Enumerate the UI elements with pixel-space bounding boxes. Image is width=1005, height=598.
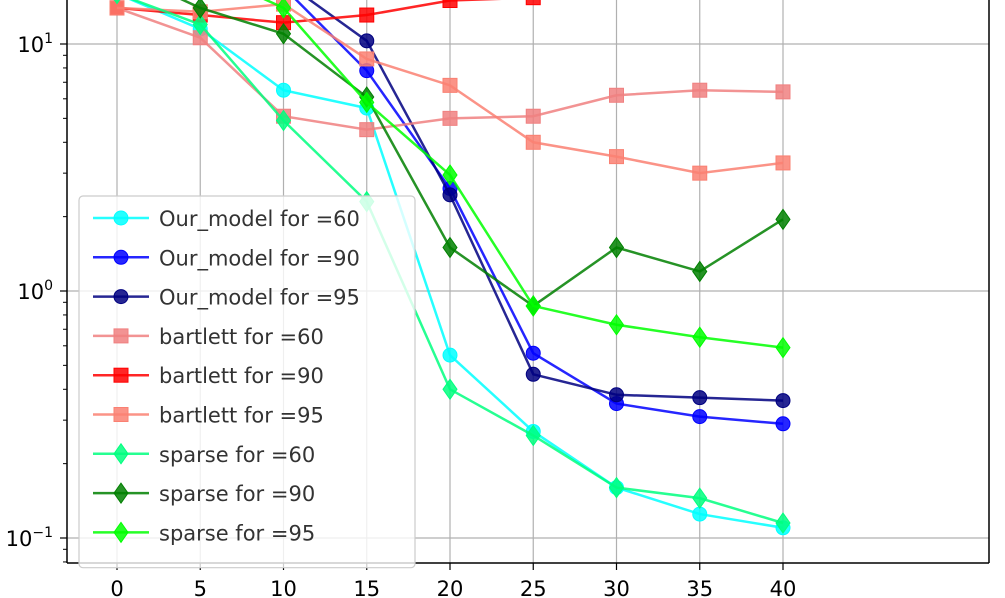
legend-entry: sparse for =60	[93, 443, 315, 467]
data-point	[775, 336, 791, 359]
legend-label: sparse for =60	[159, 443, 315, 467]
data-point	[692, 409, 708, 425]
legend-entry: sparse for =90	[93, 482, 315, 506]
data-point	[525, 366, 541, 382]
legend-box	[78, 195, 416, 569]
legend-marker	[113, 328, 129, 344]
data-point	[775, 393, 791, 409]
y-tick-label: 101	[17, 31, 53, 57]
data-point	[359, 91, 375, 114]
data-point	[525, 424, 541, 447]
legend-label: bartlett for =95	[159, 404, 324, 428]
legend: Our_model for =60 Our_model for =90 Our_mo…	[78, 195, 416, 569]
y-tick-label: 10−1	[6, 525, 53, 551]
legend-marker	[113, 210, 129, 226]
x-tick-label: 40	[770, 577, 797, 598]
legend-label: bartlett for =60	[159, 325, 324, 349]
x-tick-label: 30	[603, 577, 630, 598]
series-2	[307, 0, 791, 409]
data-point	[275, 22, 292, 45]
y-tick-label: 100	[17, 278, 53, 304]
data-point	[775, 155, 791, 171]
data-point	[775, 512, 791, 534]
data-point	[113, 0, 121, 5]
data-point	[442, 0, 458, 9]
data-point	[775, 208, 791, 231]
data-point	[442, 110, 458, 126]
data-point	[442, 164, 458, 186]
data-point	[692, 82, 708, 98]
data-point	[525, 134, 541, 150]
series-8	[263, 0, 791, 359]
data-point	[692, 326, 708, 349]
data-point	[275, 0, 292, 19]
axes: 0 5 10 15 20 25 30 35 40 101 100 10−1	[6, 0, 990, 598]
data-point	[359, 122, 375, 138]
series-line	[116, 0, 502, 24]
data-point	[442, 378, 458, 401]
series-6	[113, 0, 791, 534]
legend-label: sparse for =95	[159, 521, 315, 545]
legend-entry: sparse for =95	[93, 521, 315, 545]
data-point	[608, 476, 625, 499]
legend-entry: Our_model for =90	[93, 246, 360, 271]
data-point	[692, 165, 708, 181]
data-point	[525, 108, 541, 124]
data-point	[609, 87, 624, 103]
x-tick-label: 20	[437, 577, 464, 598]
data-point	[609, 387, 624, 403]
legend-marker	[113, 442, 129, 465]
series-layer	[109, 0, 791, 536]
data-point	[442, 347, 458, 363]
legend-label: bartlett for =90	[159, 364, 324, 388]
x-tick-label: 15	[353, 577, 380, 598]
legend-label: Our_model for =95	[159, 286, 360, 311]
x-tick-label: 35	[686, 577, 713, 598]
x-tick-label: 5	[194, 577, 207, 598]
data-point	[192, 0, 208, 19]
data-point	[442, 77, 458, 93]
legend-marker	[113, 367, 129, 383]
legend-marker	[113, 521, 129, 544]
x-tick-label: 0	[110, 577, 123, 598]
data-point	[442, 187, 458, 203]
legend-marker	[113, 289, 129, 305]
data-point	[692, 390, 708, 406]
legend-label: Our_model for =60	[159, 207, 360, 232]
data-point	[359, 33, 375, 49]
data-point	[359, 7, 375, 23]
data-point	[775, 416, 791, 432]
legend-entry: Our_model for =60	[93, 207, 360, 232]
x-tick-label: 25	[520, 577, 547, 598]
data-point	[775, 84, 791, 100]
legend-marker	[113, 407, 129, 422]
legend-label: Our_model for =90	[159, 246, 360, 271]
data-point	[442, 236, 458, 259]
legend-label: sparse for =90	[159, 482, 315, 506]
data-point	[692, 487, 708, 510]
data-point	[692, 506, 708, 522]
legend-marker	[113, 482, 129, 504]
data-point	[608, 236, 625, 259]
data-point	[525, 295, 541, 317]
data-point	[608, 313, 625, 336]
x-tick-label: 10	[270, 577, 297, 598]
legend-entry: bartlett for =95	[93, 404, 324, 428]
legend-entry: bartlett for =90	[93, 364, 324, 388]
legend-marker	[113, 249, 129, 265]
data-point	[276, 82, 291, 98]
data-point	[359, 51, 375, 67]
data-point	[692, 260, 708, 283]
legend-entry: Our_model for =95	[93, 286, 360, 311]
data-point	[609, 149, 624, 165]
series-5	[109, 0, 791, 181]
data-point	[525, 345, 541, 361]
legend-entry: bartlett for =60	[93, 325, 324, 349]
data-point	[525, 0, 541, 6]
data-point	[192, 13, 208, 36]
data-point	[275, 109, 292, 132]
